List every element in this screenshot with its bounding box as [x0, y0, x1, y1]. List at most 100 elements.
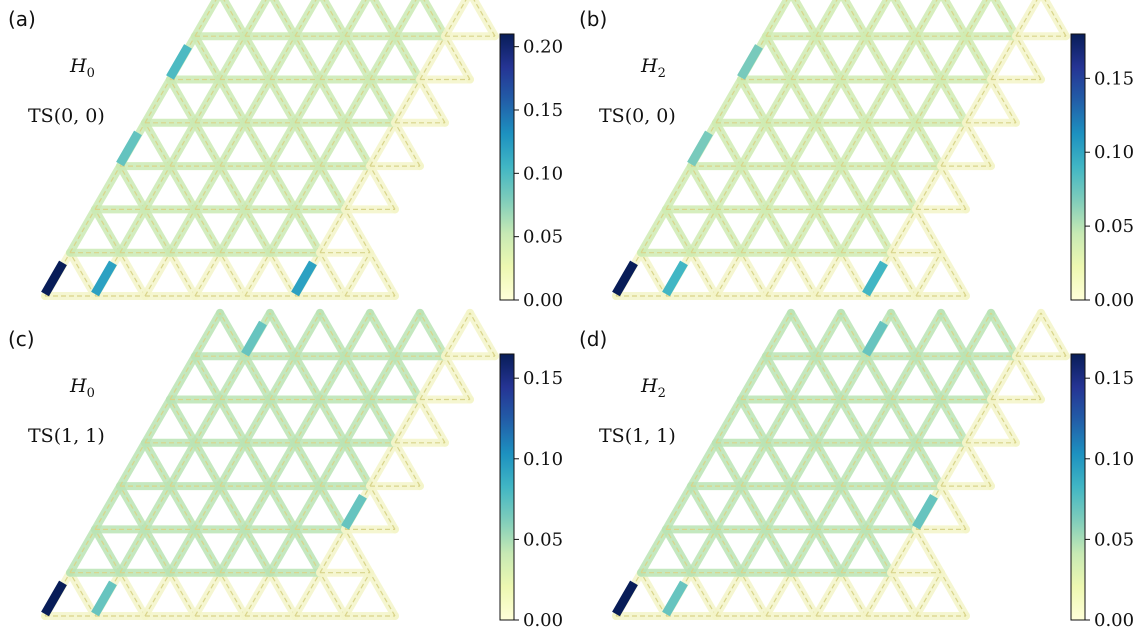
lattice-triangle: [737, 352, 795, 404]
lattice-triangle: [712, 568, 770, 620]
lattice-triangle: [812, 162, 870, 214]
lattice-triangle: [191, 248, 249, 300]
bond-dash: [269, 252, 296, 297]
lattice-triangle: [141, 248, 199, 300]
lattice-triangle: [887, 438, 945, 491]
bond-dash: [740, 122, 767, 167]
lattice-triangle: [316, 205, 374, 257]
bond-dash: [815, 209, 842, 253]
bond-dash: [144, 529, 171, 573]
bond: [940, 0, 970, 41]
bond-dash: [419, 399, 446, 444]
bond-dash: [740, 529, 767, 573]
bond-dash: [344, 122, 371, 167]
colorbar: [499, 353, 515, 621]
bond-dash: [369, 442, 396, 487]
lattice-triangle: [912, 162, 970, 214]
bond-dash: [940, 312, 967, 357]
bond-dash: [965, 79, 992, 124]
bond-dash: [715, 485, 742, 530]
bond-dash: [790, 209, 817, 253]
lattice-triangle: [787, 118, 845, 171]
bond-dash: [269, 312, 296, 357]
bond-dash: [69, 209, 96, 253]
bond-dash: [119, 442, 146, 487]
bond-dash: [269, 35, 296, 80]
lattice-triangle: [762, 308, 820, 361]
bond-dash: [144, 122, 171, 167]
bond-dash: [119, 485, 146, 530]
bond-dash: [323, 0, 346, 37]
bond-dash: [640, 209, 667, 253]
bond-dash: [765, 399, 792, 444]
bond-dash: [915, 529, 942, 573]
bond-dash: [294, 485, 321, 530]
bond-dash: [119, 529, 146, 573]
bond-dash: [940, 485, 967, 530]
lattice-triangle: [762, 482, 820, 534]
bond: [291, 0, 321, 41]
bond-dash: [169, 252, 196, 297]
colorbar-tick-label: 0.05: [1094, 529, 1134, 550]
strong-bond: [291, 260, 317, 297]
bond-dash: [319, 312, 346, 357]
bond-dash: [194, 35, 221, 80]
lattice-triangle: [912, 308, 970, 361]
bond-dash: [1015, 312, 1042, 357]
bond-dash: [840, 165, 867, 210]
bond-dash: [990, 399, 1017, 444]
bond-dash: [790, 442, 817, 487]
colorbar-tick-label: 0.15: [523, 368, 563, 389]
lattice-triangle: [366, 32, 424, 84]
bond-dash: [344, 252, 371, 297]
strong-bond: [612, 260, 638, 297]
bond-dash: [815, 0, 838, 37]
bond-dash: [740, 399, 767, 444]
lattice-triangle: [291, 395, 349, 447]
bond-dash: [940, 355, 967, 400]
bond-dash: [1015, 35, 1042, 80]
lattice-triangle: [737, 525, 795, 577]
lattice-triangle: [687, 205, 745, 257]
bond-dash: [815, 529, 842, 573]
bond-dash: [144, 399, 171, 444]
lattice-triangle: [191, 568, 249, 620]
lattice-triangle: [737, 205, 795, 257]
kagome-lattice: [41, 0, 499, 300]
bond-dash: [219, 485, 246, 530]
bond-dash: [169, 442, 196, 487]
bond-dash: [269, 485, 296, 530]
lattice-triangle: [241, 482, 299, 534]
panel-d: (d) H2 TS(1, 1) 0.00 0.05 0.10 0.15: [579, 308, 1134, 631]
bond-dash: [740, 165, 767, 210]
hamiltonian-label: H0: [69, 375, 95, 401]
bond-dash: [715, 122, 742, 167]
lattice-triangle: [266, 118, 324, 171]
lattice-triangle: [912, 248, 970, 300]
bond-dash: [915, 572, 942, 617]
bond-dash: [765, 165, 792, 210]
bond-dash: [815, 442, 842, 487]
bond-dash: [915, 79, 942, 124]
colorbar-tick-label: 0.20: [523, 37, 563, 58]
bond-dash: [244, 442, 271, 487]
bond-dash: [219, 79, 246, 124]
bond-dash: [865, 165, 892, 210]
bond-dash: [194, 312, 221, 357]
bond-dash: [244, 122, 271, 167]
bond-dash: [244, 79, 271, 124]
bond-dash: [169, 572, 196, 617]
lattice-triangle: [91, 482, 149, 534]
bond-dash: [194, 529, 221, 573]
strong-bond: [41, 580, 67, 617]
bond-dash: [915, 35, 942, 80]
colorbar-tick-label: 0.05: [523, 529, 563, 550]
lattice-triangle: [166, 525, 224, 577]
lattice-triangle: [912, 0, 970, 41]
lattice-triangle: [141, 568, 199, 620]
colorbar-tick-label: 0.00: [523, 610, 563, 631]
bond-dash: [790, 485, 817, 530]
bond-dash: [690, 209, 717, 253]
bond-dash: [344, 209, 371, 253]
bond-dash: [269, 529, 296, 573]
